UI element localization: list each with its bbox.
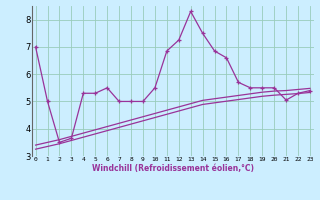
X-axis label: Windchill (Refroidissement éolien,°C): Windchill (Refroidissement éolien,°C): [92, 164, 254, 173]
